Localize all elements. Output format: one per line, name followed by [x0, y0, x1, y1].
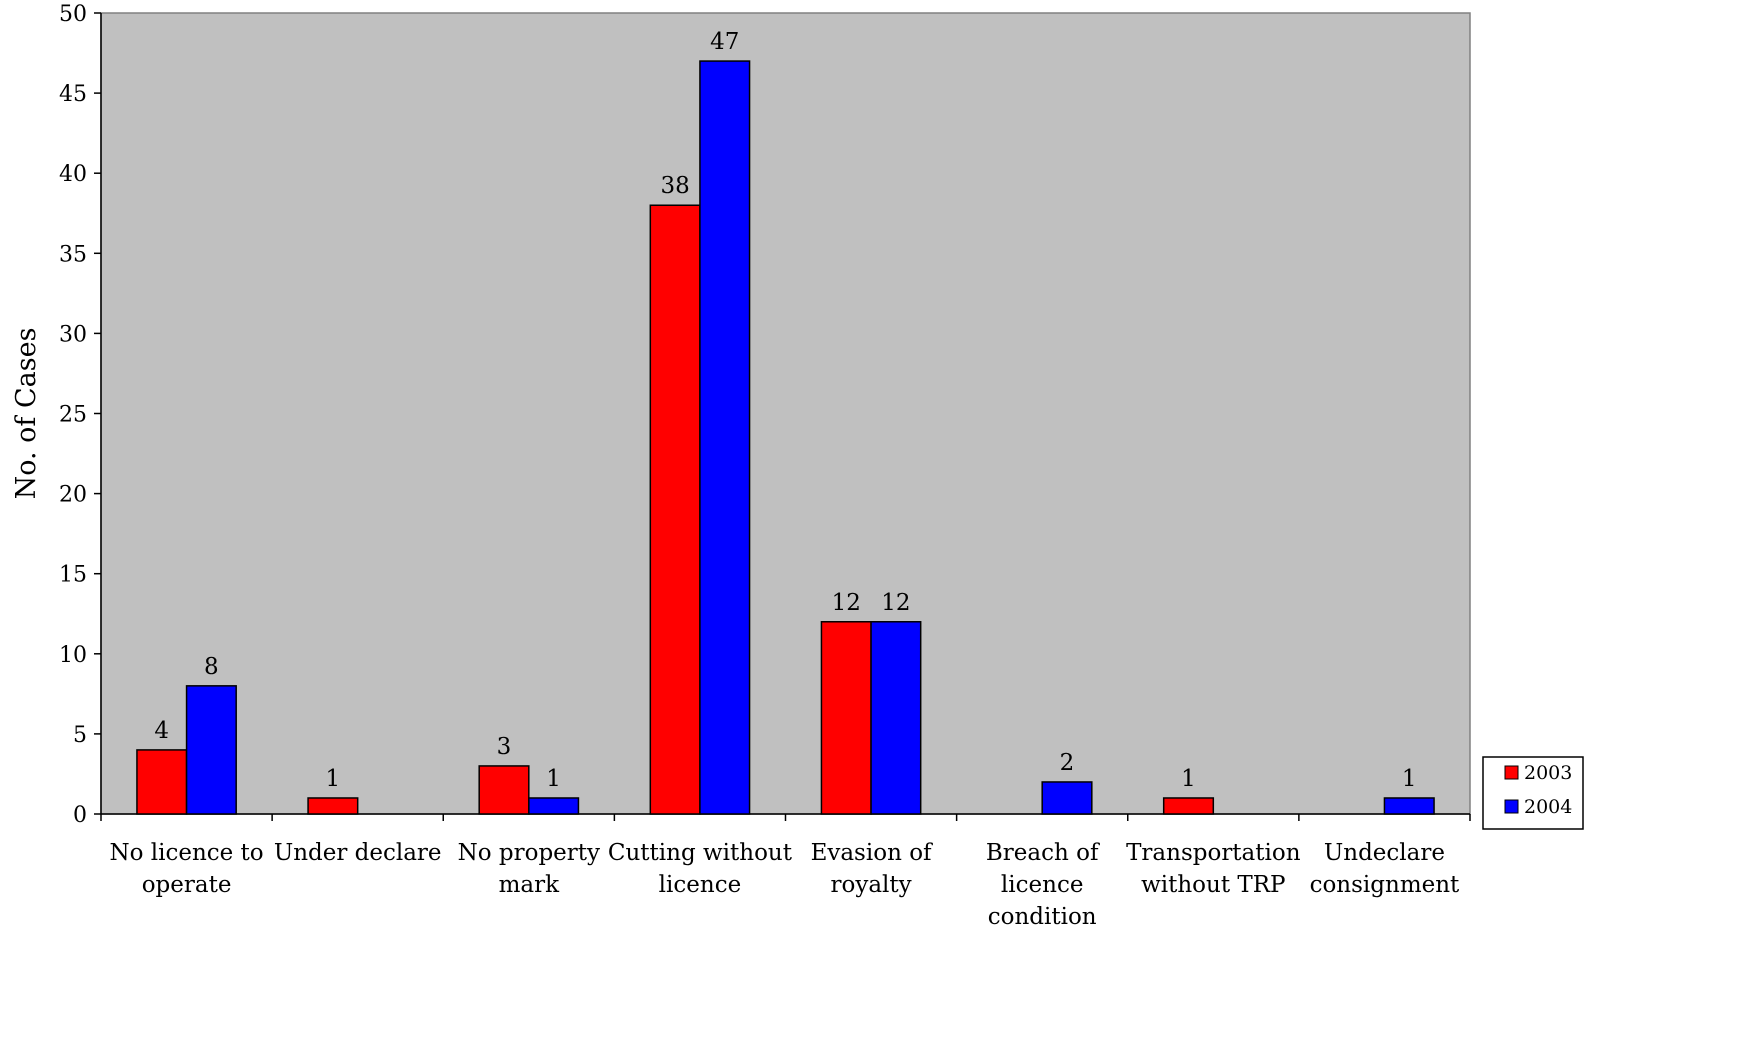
bar-2004 [870, 621, 922, 815]
bar-2003 [1162, 797, 1215, 815]
y-tick-label: 10 [59, 643, 87, 668]
data-labels: 4 1 3 38 12 1 8 1 47 12 2 1 [154, 29, 1416, 792]
data-label: 2 [1060, 750, 1075, 776]
data-label: 1 [1402, 766, 1417, 792]
bar-2003 [820, 621, 872, 815]
x-category-label-line: Cutting without [608, 840, 793, 866]
data-label: 12 [881, 590, 910, 616]
y-tick-label: 5 [73, 723, 87, 748]
bar-2004 [185, 685, 237, 815]
legend-label-2003: 2003 [1524, 762, 1572, 784]
y-tick-label: 20 [59, 483, 87, 508]
data-label: 38 [660, 173, 689, 199]
x-category-label: Under declare [274, 840, 442, 866]
x-category-label-line: condition [988, 904, 1097, 930]
x-category-label-line: mark [499, 872, 561, 898]
x-axis: No licence to operate Under declare No prop… [100, 813, 1471, 930]
legend-swatch-2004 [1504, 799, 1519, 814]
y-tick-label: 15 [59, 563, 87, 588]
x-category-label-line: without TRP [1141, 872, 1285, 898]
y-tick-label: 45 [59, 82, 87, 107]
bars [136, 60, 1435, 815]
bar-2003 [478, 765, 530, 815]
legend: 2003 2004 [1482, 756, 1584, 830]
x-category-label-line: No property [458, 840, 600, 866]
x-category-label-line: Breach of [986, 840, 1100, 866]
y-axis: 0 5 10 15 20 25 30 35 40 45 50 [59, 2, 102, 828]
y-tick-label: 40 [59, 162, 87, 187]
x-category-label-line: Undeclare [1324, 840, 1445, 866]
data-label: 4 [154, 718, 169, 744]
data-label: 3 [497, 734, 512, 760]
x-category-label: No property mark [458, 840, 600, 898]
data-label: 1 [326, 766, 341, 792]
y-tick-label: 0 [73, 803, 87, 828]
data-label: 47 [710, 29, 739, 55]
x-category-label-line: licence [1001, 872, 1084, 898]
bar-2004 [1383, 797, 1435, 815]
legend-label-2004: 2004 [1524, 796, 1572, 818]
x-category-label-line: Under declare [274, 840, 442, 866]
data-label: 1 [546, 766, 561, 792]
y-tick-label: 30 [59, 322, 87, 347]
y-axis-title: No. of Cases [11, 328, 42, 500]
bar-2003 [307, 797, 359, 815]
legend-box [1482, 756, 1584, 830]
x-category-label-line: licence [659, 872, 742, 898]
legend-swatch-2003 [1504, 765, 1519, 780]
bar-2003 [136, 749, 188, 815]
data-label: 12 [832, 590, 861, 616]
y-tick-label: 50 [59, 2, 87, 27]
bar-2004 [1041, 781, 1093, 815]
x-category-label: Breach of licence condition [986, 840, 1100, 930]
x-category-label: Transportation without TRP [1126, 840, 1301, 898]
x-category-label-line: Evasion of [811, 840, 933, 866]
x-category-label: Cutting without licence [608, 840, 793, 898]
data-label: 8 [204, 654, 219, 680]
x-category-label-line: consignment [1310, 872, 1460, 898]
y-tick-label: 35 [59, 242, 87, 267]
bar-2004 [528, 797, 580, 815]
bar-2003 [649, 204, 701, 815]
bar-2004 [699, 60, 751, 815]
x-category-label: No licence to operate [109, 840, 263, 898]
data-label: 1 [1181, 766, 1196, 792]
x-category-label-line: No licence to [109, 840, 263, 866]
y-tick-label: 25 [59, 403, 87, 428]
plot-area [100, 12, 1471, 815]
x-category-label: Undeclare consignment [1310, 840, 1460, 898]
x-category-label-line: operate [142, 872, 232, 898]
x-category-label-line: royalty [830, 872, 911, 898]
x-category-label: Evasion of royalty [811, 840, 933, 898]
x-category-label-line: Transportation [1126, 840, 1301, 866]
